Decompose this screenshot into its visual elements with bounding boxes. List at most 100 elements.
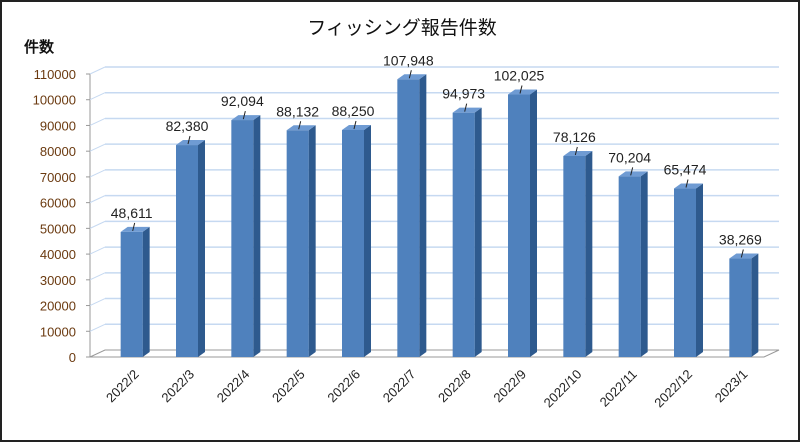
bar xyxy=(729,258,752,357)
data-label-leader xyxy=(630,167,634,176)
x-tick-label: 2023/1 xyxy=(712,367,751,406)
bar-top xyxy=(176,140,205,146)
bar-side xyxy=(530,89,537,357)
y-tick-label: 80000 xyxy=(40,144,76,159)
x-tick-label: 2022/10 xyxy=(541,367,585,411)
y-tick-label: 40000 xyxy=(40,247,76,262)
x-tick-label: 2022/11 xyxy=(597,367,640,410)
bar-side xyxy=(640,171,648,357)
bar-side xyxy=(474,107,482,357)
data-label-leader xyxy=(519,85,523,94)
data-label: 70,204 xyxy=(608,149,651,165)
data-label: 38,269 xyxy=(719,232,762,248)
data-label: 94,973 xyxy=(442,86,485,102)
data-label: 107,948 xyxy=(383,52,434,68)
bar xyxy=(342,129,364,357)
y-tick-label: 70000 xyxy=(40,170,76,185)
data-label: 88,132 xyxy=(276,103,319,119)
data-label-leader xyxy=(132,222,136,232)
gridline-diagonal xyxy=(89,195,106,204)
bar-side xyxy=(751,253,759,357)
data-label: 102,025 xyxy=(494,68,545,84)
data-label: 65,474 xyxy=(664,162,707,178)
data-label-leader xyxy=(298,121,302,130)
bar-top xyxy=(397,74,427,80)
y-tick-label: 50000 xyxy=(40,221,76,236)
y-tick-label: 110000 xyxy=(34,67,76,82)
data-label-leader xyxy=(187,135,191,145)
data-label: 48,611 xyxy=(111,205,153,221)
bar xyxy=(618,176,641,357)
bar xyxy=(286,130,309,357)
x-tick-label: 2022/7 xyxy=(380,367,419,406)
gridline-diagonal xyxy=(89,118,106,126)
bar-side xyxy=(419,74,427,357)
bar xyxy=(674,188,696,357)
bar-side xyxy=(308,125,316,357)
x-tick-label: 2022/4 xyxy=(214,367,253,406)
data-label-leader xyxy=(685,179,689,188)
bar xyxy=(397,79,420,357)
floor xyxy=(89,349,780,358)
bar xyxy=(231,120,254,357)
bar-side xyxy=(253,115,261,357)
gridline-diagonal xyxy=(89,246,106,255)
data-label-leader xyxy=(574,146,578,156)
data-label-leader xyxy=(353,120,357,130)
y-tick-label: 100000 xyxy=(33,93,76,108)
bar-top xyxy=(674,183,703,189)
bar-side xyxy=(585,151,593,357)
bar-side xyxy=(696,183,703,357)
gridline-diagonal xyxy=(89,323,106,332)
x-tick-label: 2022/8 xyxy=(435,367,474,406)
gridline-diagonal xyxy=(89,143,106,152)
bar xyxy=(176,145,198,357)
y-tick-label: 60000 xyxy=(40,196,76,211)
data-label-leader xyxy=(242,110,246,120)
gridline-diagonal xyxy=(89,272,106,281)
x-tick-label: 2022/2 xyxy=(103,367,142,406)
x-tick-label: 2022/9 xyxy=(490,367,529,406)
data-label: 88,250 xyxy=(332,103,375,119)
bar-side xyxy=(364,124,371,357)
y-tick-label: 10000 xyxy=(40,324,76,339)
bar xyxy=(563,156,586,357)
x-tick-label: 2022/12 xyxy=(651,367,695,411)
bar-side xyxy=(142,226,150,357)
bar-top xyxy=(618,171,648,177)
bar-top xyxy=(729,253,759,259)
y-axis-label: 件数 xyxy=(24,38,55,56)
bar-side xyxy=(198,140,205,357)
bar-top xyxy=(563,151,593,157)
gridline-diagonal xyxy=(89,298,106,306)
bar-top xyxy=(231,115,261,121)
y-tick-label: 20000 xyxy=(40,299,76,314)
bar-top xyxy=(120,226,150,232)
data-label-leader xyxy=(408,70,412,79)
y-tick-label: 30000 xyxy=(40,273,76,288)
y-tick-label: 0 xyxy=(69,350,76,365)
bar xyxy=(120,231,143,357)
bar-top xyxy=(342,124,371,130)
x-tick-label: 2022/3 xyxy=(158,367,197,406)
gridline-diagonal xyxy=(89,169,106,178)
bar xyxy=(452,112,475,357)
data-label: 82,380 xyxy=(166,118,209,134)
data-label-leader xyxy=(464,103,468,112)
chart-title: フィッシング報告件数 xyxy=(307,17,497,39)
bar-top xyxy=(286,125,316,131)
data-label-leader xyxy=(740,249,744,258)
data-label: 92,094 xyxy=(221,93,264,109)
data-label: 78,126 xyxy=(553,129,596,145)
bar xyxy=(508,94,530,357)
y-tick-label: 90000 xyxy=(40,118,76,133)
gridline-diagonal xyxy=(89,66,106,75)
bar-top xyxy=(452,107,482,113)
gridline-diagonal xyxy=(89,220,106,229)
gridline-diagonal xyxy=(89,92,106,101)
bar-top xyxy=(508,89,537,95)
x-tick-label: 2022/6 xyxy=(324,367,363,406)
x-tick-label: 2022/5 xyxy=(269,367,308,406)
